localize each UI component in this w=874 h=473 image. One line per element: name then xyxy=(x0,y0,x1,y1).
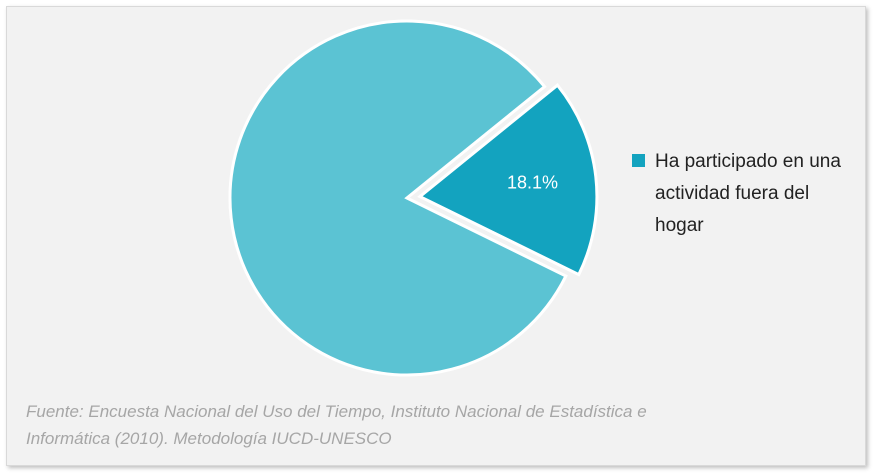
data-label: 18.1% xyxy=(507,173,558,193)
legend: Ha participado en una actividad fuera de… xyxy=(632,146,862,242)
legend-label: Ha participado en una actividad fuera de… xyxy=(655,151,841,236)
source-note: Informática (2010). Metodología IUCD-UNE… xyxy=(26,429,392,448)
source-note: Fuente: Encuesta Nacional del Uso del Ti… xyxy=(26,402,647,421)
pie-slice xyxy=(228,19,568,377)
pie-slice xyxy=(417,83,599,277)
legend-swatch xyxy=(632,154,645,167)
